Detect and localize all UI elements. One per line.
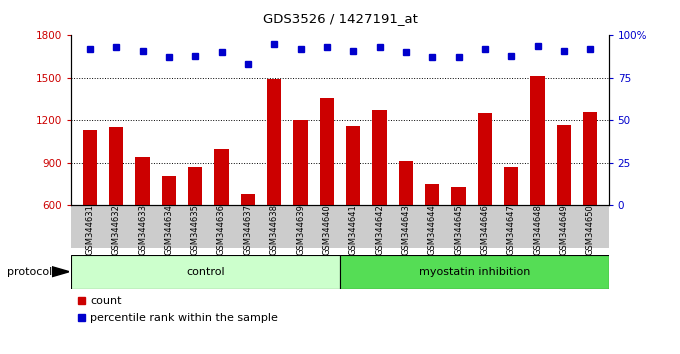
Text: percentile rank within the sample: percentile rank within the sample: [90, 313, 278, 322]
Bar: [452, 187, 466, 205]
Bar: [82, 130, 97, 205]
Text: GDS3526 / 1427191_at: GDS3526 / 1427191_at: [262, 12, 418, 25]
Bar: [504, 167, 518, 205]
Bar: [346, 126, 360, 205]
Bar: [267, 79, 282, 205]
Bar: [425, 184, 439, 205]
Bar: [320, 98, 334, 205]
Bar: [109, 127, 123, 205]
Bar: [530, 76, 545, 205]
Bar: [477, 113, 492, 205]
Bar: [557, 125, 571, 205]
Bar: [293, 120, 308, 205]
Bar: [188, 167, 203, 205]
Text: myostatin inhibition: myostatin inhibition: [419, 267, 530, 277]
Bar: [583, 112, 598, 205]
Polygon shape: [52, 267, 69, 277]
Bar: [71, 255, 340, 289]
Bar: [241, 194, 255, 205]
Text: protocol: protocol: [7, 267, 52, 277]
Bar: [398, 161, 413, 205]
Bar: [135, 157, 150, 205]
Bar: [214, 149, 228, 205]
Bar: [340, 255, 609, 289]
Bar: [162, 176, 176, 205]
Text: control: control: [186, 267, 225, 277]
Text: count: count: [90, 296, 122, 306]
Bar: [372, 110, 387, 205]
